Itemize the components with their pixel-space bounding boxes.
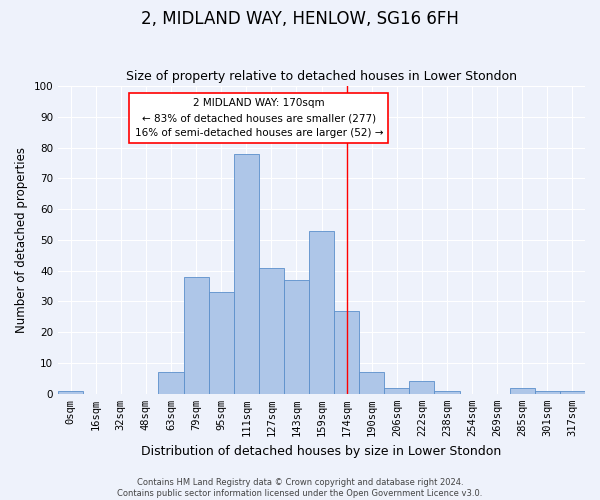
Bar <box>259 268 284 394</box>
Bar <box>158 372 184 394</box>
Bar <box>284 280 309 394</box>
Text: 2 MIDLAND WAY: 170sqm
← 83% of detached houses are smaller (277)
16% of semi-det: 2 MIDLAND WAY: 170sqm ← 83% of detached … <box>134 98 383 138</box>
Title: Size of property relative to detached houses in Lower Stondon: Size of property relative to detached ho… <box>126 70 517 84</box>
Bar <box>184 277 209 394</box>
Bar <box>535 390 560 394</box>
Bar <box>434 390 460 394</box>
Bar <box>334 310 359 394</box>
Text: Contains HM Land Registry data © Crown copyright and database right 2024.
Contai: Contains HM Land Registry data © Crown c… <box>118 478 482 498</box>
Bar <box>58 390 83 394</box>
X-axis label: Distribution of detached houses by size in Lower Stondon: Distribution of detached houses by size … <box>142 444 502 458</box>
Bar <box>233 154 259 394</box>
Bar <box>359 372 384 394</box>
Bar <box>309 230 334 394</box>
Bar <box>384 388 409 394</box>
Text: 2, MIDLAND WAY, HENLOW, SG16 6FH: 2, MIDLAND WAY, HENLOW, SG16 6FH <box>141 10 459 28</box>
Bar <box>510 388 535 394</box>
Bar <box>409 382 434 394</box>
Bar <box>209 292 233 394</box>
Y-axis label: Number of detached properties: Number of detached properties <box>15 147 28 333</box>
Bar <box>560 390 585 394</box>
